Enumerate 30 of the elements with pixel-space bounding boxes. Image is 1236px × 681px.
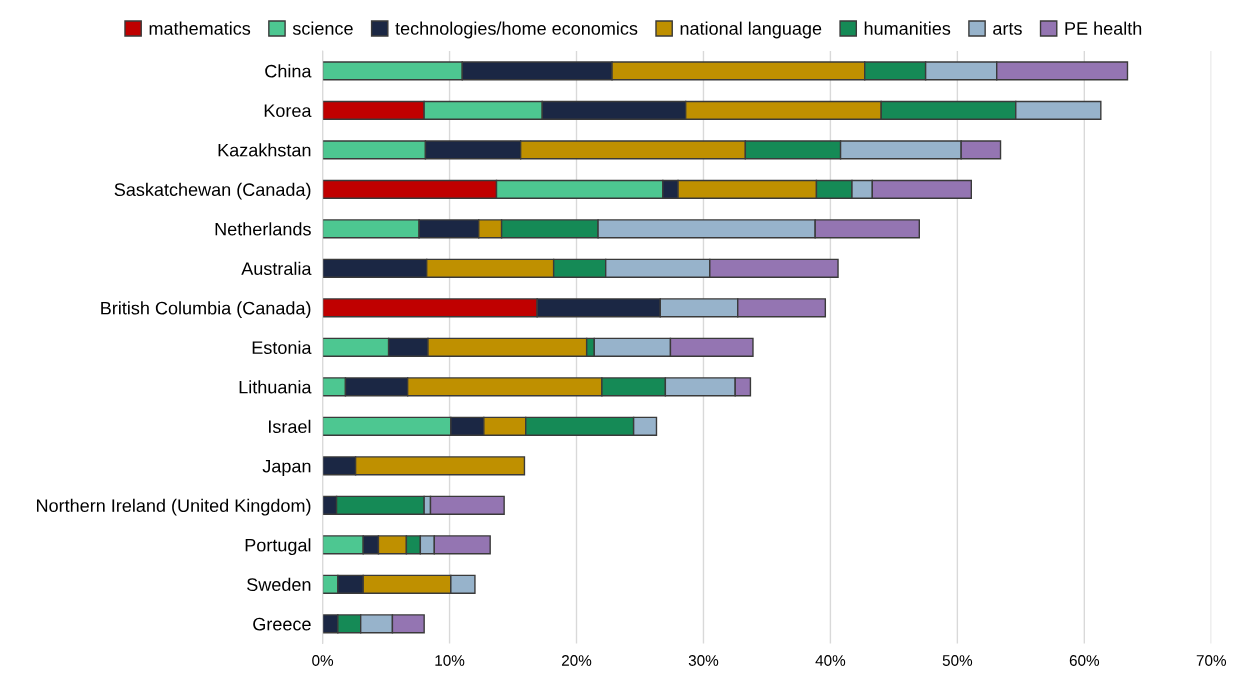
x-tick-label: 30% — [688, 655, 719, 666]
x-tick-label: 0% — [312, 655, 334, 666]
x-tick-label: 10% — [435, 655, 465, 666]
y-tick-label: Japan — [262, 459, 311, 477]
legend-label: technologies/home economics — [395, 21, 638, 39]
legend-label: science — [292, 21, 353, 35]
y-tick-label: Lithuania — [239, 380, 312, 394]
y-tick-label: Greece — [253, 617, 311, 631]
x-tick-label: 60% — [1069, 655, 1100, 666]
y-tick-label: Israel — [269, 419, 311, 434]
y-tick-label: Netherlands — [215, 222, 311, 236]
legend-label: national language — [680, 21, 822, 39]
legend-label: mathematics — [149, 21, 251, 35]
y-tick-label: Northern Ireland (United Kingdom) — [37, 498, 311, 516]
legend-label: humanities — [864, 21, 951, 35]
y-tick-label: Korea — [264, 104, 312, 118]
y-tick-label: Portugal — [245, 538, 311, 556]
y-tick-label: Sweden — [247, 577, 311, 592]
y-tick-label: Saskatchewan (Canada) — [114, 182, 311, 200]
y-tick-label: Australia — [241, 261, 312, 276]
legend-label: arts — [993, 23, 1022, 35]
y-tick-label: Estonia — [252, 340, 312, 355]
y-tick-label: Kazakhstan — [218, 143, 311, 157]
y-tick-label: British Columbia (Canada) — [101, 301, 311, 319]
x-tick-label: 40% — [815, 655, 846, 666]
x-tick-label: 70% — [1196, 655, 1227, 666]
y-tick-label: China — [265, 64, 312, 78]
legend-label: PE health — [1065, 21, 1142, 35]
x-tick-label: 50% — [942, 655, 973, 666]
x-tick-label: 20% — [561, 655, 592, 666]
